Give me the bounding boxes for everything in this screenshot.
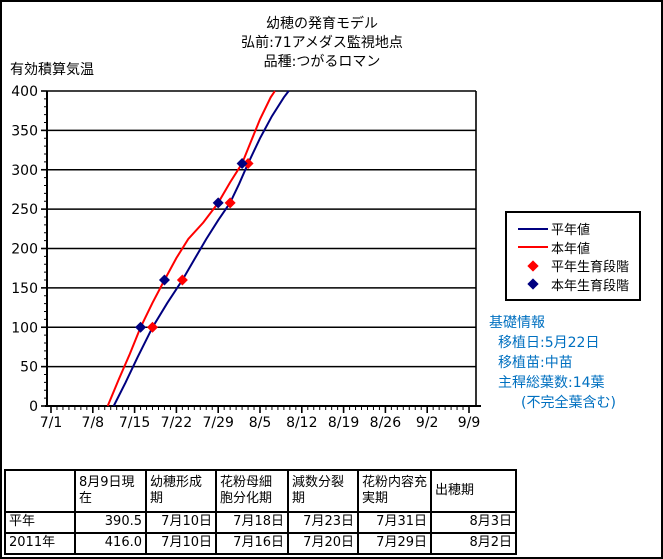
series-line-normal-year <box>112 90 290 407</box>
table-header-cell: 花粉母細胞分化期 <box>215 469 289 513</box>
table-header-row: 8月9日現在 幼穂形成期 花粉母細胞分化期 減数分裂期 花粉内容充実期 出穂期 <box>4 469 517 513</box>
series-line-current-year <box>106 90 276 407</box>
chart-title-line2: 弘前:71アメダス監視地点 <box>241 35 403 51</box>
x-tick-label: 8/26 <box>370 415 402 431</box>
stage-table: 8月9日現在 幼穂形成期 花粉母細胞分化期 減数分裂期 花粉内容充実期 出穂期 平年 390.… <box>4 469 517 555</box>
table-header-cell: 花粉内容充実期 <box>357 469 432 513</box>
x-tick-label: 7/15 <box>119 415 150 431</box>
table-cell: 416.0 <box>74 532 147 555</box>
chart-plot: 7/1 7/8 7/15 7/22 7/29 8/5 8/12 8/19 8/26 9/2 9/9 0… <box>11 84 481 431</box>
legend-diamond-swatch <box>515 260 551 272</box>
row-label: 2011年 <box>4 532 76 555</box>
table-cell: 7月10日 <box>145 532 217 555</box>
table-header-cell: 出穂期 <box>430 469 517 513</box>
legend-item: 本年値 <box>515 239 637 257</box>
table-row: 平年 390.5 7月10日 7月18日 7月23日 7月31日 8月3日 <box>4 511 517 534</box>
table-row: 2011年 416.0 7月10日 7月16日 7月20日 7月29日 8月2日 <box>4 532 517 555</box>
table-cell: 390.5 <box>74 511 147 534</box>
stage-marker-current-year <box>158 274 170 286</box>
x-tick-label: 7/8 <box>82 415 105 431</box>
table-cell: 7月29日 <box>357 532 432 555</box>
y-tick-label: 200 <box>11 242 38 258</box>
stage-marker-current-year <box>236 157 248 169</box>
y-tick-label: 100 <box>11 320 38 336</box>
x-tick-label: 7/1 <box>40 415 63 431</box>
legend-item: 平年値 <box>515 220 637 238</box>
legend-label: 平年値 <box>551 223 591 238</box>
x-tick-label: 7/29 <box>202 415 233 431</box>
y-tick-label: 150 <box>11 281 38 297</box>
x-tick-label: 8/5 <box>249 415 272 431</box>
stage-marker-current-year <box>212 197 224 209</box>
row-label: 平年 <box>4 511 76 534</box>
y-tick-label: 350 <box>11 123 38 139</box>
info-title: 基礎情報 <box>489 315 545 331</box>
y-tick-label: 50 <box>20 360 38 376</box>
legend-line-swatch <box>515 246 551 249</box>
table-cell: 7月10日 <box>145 511 217 534</box>
table-cell: 7月31日 <box>357 511 432 534</box>
info-line: (不完全葉含む) <box>521 395 616 411</box>
legend-label: 本年生育段階 <box>551 278 630 294</box>
info-line: 主稈総葉数:14葉 <box>498 375 605 391</box>
x-tick-label: 9/2 <box>416 415 439 431</box>
legend-item: 平年生育段階 <box>515 257 637 276</box>
x-tick-label: 8/19 <box>328 415 359 431</box>
y-tick-label: 0 <box>29 399 38 415</box>
info-line: 移植日:5月22日 <box>498 335 600 351</box>
chart-title: 幼穂の発育モデル 弘前:71アメダス監視地点 品種:つがるロマン <box>152 15 492 72</box>
y-tick-label: 250 <box>11 202 38 218</box>
x-tick-label: 8/12 <box>286 415 317 431</box>
stage-marker-current-year <box>135 321 147 333</box>
table-cell: 7月20日 <box>287 532 359 555</box>
table-cell: 8月2日 <box>430 532 517 555</box>
table-cell: 7月23日 <box>287 511 359 534</box>
table-header-cell: 8月9日現在 <box>74 469 147 513</box>
stage-marker-normal-year <box>224 197 236 209</box>
y-axis-label: 有効積算気温 <box>10 62 94 78</box>
legend-diamond-swatch <box>515 278 551 291</box>
table-cell: 8月3日 <box>430 511 517 534</box>
legend-label: 平年生育段階 <box>551 260 630 276</box>
legend-line-swatch <box>515 227 551 230</box>
y-tick-label: 400 <box>11 84 38 100</box>
legend-label: 本年値 <box>551 241 591 257</box>
chart-title-line1: 幼穂の発育モデル <box>266 16 378 32</box>
table-header-cell: 減数分裂期 <box>287 469 359 513</box>
y-tick-label: 300 <box>11 163 38 179</box>
x-tick-label: 9/9 <box>458 415 481 431</box>
stage-marker-normal-year <box>176 274 188 286</box>
stage-marker-normal-year <box>147 321 159 333</box>
table-header-cell <box>4 469 76 513</box>
legend-item: 本年生育段階 <box>515 276 637 294</box>
table-header-cell: 幼穂形成期 <box>145 469 217 513</box>
table-cell: 7月18日 <box>215 511 289 534</box>
chart-title-line3: 品種:つがるロマン <box>263 54 381 70</box>
legend-box: 平年値本年値平年生育段階 本年生育段階 <box>505 211 641 301</box>
info-box: 基礎情報 移植日:5月22日 移植苗:中苗主稈総葉数:14葉 (不完全葉含む) <box>489 313 616 413</box>
stage-marker-normal-year <box>242 157 254 169</box>
info-line: 移植苗:中苗 <box>498 355 573 371</box>
x-tick-label: 7/22 <box>161 415 192 431</box>
table-cell: 7月16日 <box>215 532 289 555</box>
